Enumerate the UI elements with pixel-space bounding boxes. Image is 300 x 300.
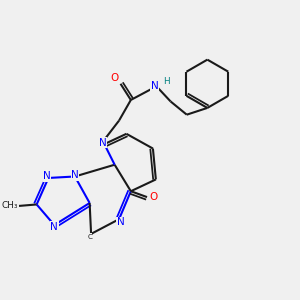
Text: C: C bbox=[87, 234, 92, 240]
Text: O: O bbox=[110, 74, 118, 83]
Text: N: N bbox=[50, 221, 58, 232]
Text: N: N bbox=[71, 170, 79, 180]
Text: CH₃: CH₃ bbox=[2, 201, 18, 210]
Text: N: N bbox=[43, 172, 51, 182]
Text: N: N bbox=[117, 217, 124, 227]
Text: O: O bbox=[149, 192, 158, 202]
Text: N: N bbox=[151, 81, 158, 91]
Text: H: H bbox=[163, 77, 169, 86]
Text: N: N bbox=[99, 138, 107, 148]
